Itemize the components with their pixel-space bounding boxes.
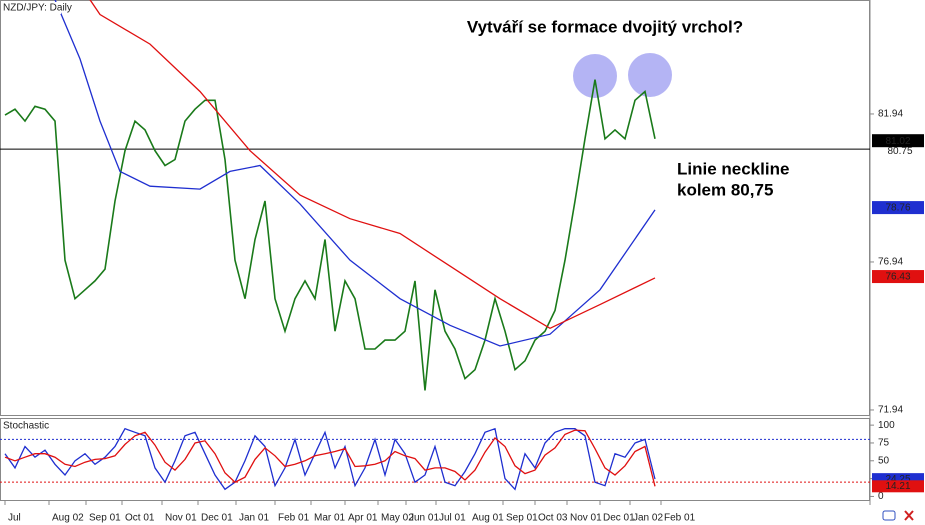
price-marker	[872, 201, 924, 215]
series-line	[4, 79, 656, 391]
y-tick-label: 76.94	[878, 257, 903, 268]
x-tick-label: Sep 01	[506, 513, 538, 524]
y-tick-label: 50	[878, 455, 890, 466]
series-line	[89, 0, 656, 330]
y-tick-label: 0	[878, 491, 884, 502]
x-tick-label: May 02	[381, 513, 414, 524]
stoch-marker-label: 24.25	[885, 474, 910, 485]
x-tick-label: Feb 01	[278, 513, 310, 524]
price-marker	[872, 270, 924, 284]
price-marker-label: 76.43	[885, 272, 910, 283]
x-tick-label: Jun 01	[409, 513, 439, 524]
annotation: Linie neckline	[677, 159, 789, 178]
series-line	[4, 429, 656, 487]
header: NZD/JPY: Daily	[3, 3, 72, 14]
x-tick-label: Sep 01	[89, 513, 121, 524]
annotation: Vytváří se formace dvojitý vrchol?	[467, 17, 743, 36]
price-marker-label: 78.76	[885, 203, 910, 214]
x-tick-label: Mar 01	[314, 513, 346, 524]
price-frame	[0, 0, 870, 416]
x-tick-label: Apr 01	[348, 513, 378, 524]
price-marker	[872, 134, 924, 148]
x-tick-label: Jul	[8, 513, 21, 524]
x-tick-label: Jan 01	[239, 513, 269, 524]
x-tick-label: Feb 01	[664, 513, 696, 524]
y-tick-label: 71.94	[878, 405, 903, 416]
y-tick-label: 75	[878, 438, 890, 449]
x-tick-label: Aug 01	[472, 513, 504, 524]
annotation: kolem 80,75	[677, 180, 773, 199]
y-tick-label: 100	[878, 420, 895, 431]
series-line	[54, 0, 656, 347]
x-tick-label: Aug 02	[52, 513, 84, 524]
header-bg	[1, 2, 61, 14]
stoch-label: Stochastic	[3, 421, 49, 432]
stoch-label-bg	[1, 420, 43, 432]
x-tick-label: Dec 01	[603, 513, 635, 524]
peak-circle	[573, 54, 617, 98]
x-tick-label: Dec 01	[201, 513, 233, 524]
x-tick-label: Nov 01	[165, 513, 197, 524]
x-tick-label: Jan 02	[633, 513, 663, 524]
y-tick-label: 81.94	[878, 109, 903, 120]
series-line	[4, 427, 656, 491]
icon[interactable]	[904, 510, 914, 521]
stoch-marker	[872, 480, 924, 493]
peak-circle	[628, 53, 672, 97]
neckline-label: 80.75	[887, 146, 912, 157]
x-tick-label: Jul 01	[439, 513, 466, 524]
x-tick-label: Oct 01	[125, 513, 155, 524]
price-marker-label: 81.02	[885, 136, 910, 147]
x-tick-label: Nov 01	[570, 513, 602, 524]
icon[interactable]	[882, 510, 896, 521]
stoch-marker-label: 14.21	[885, 481, 910, 492]
x-tick-label: Oct 03	[538, 513, 568, 524]
